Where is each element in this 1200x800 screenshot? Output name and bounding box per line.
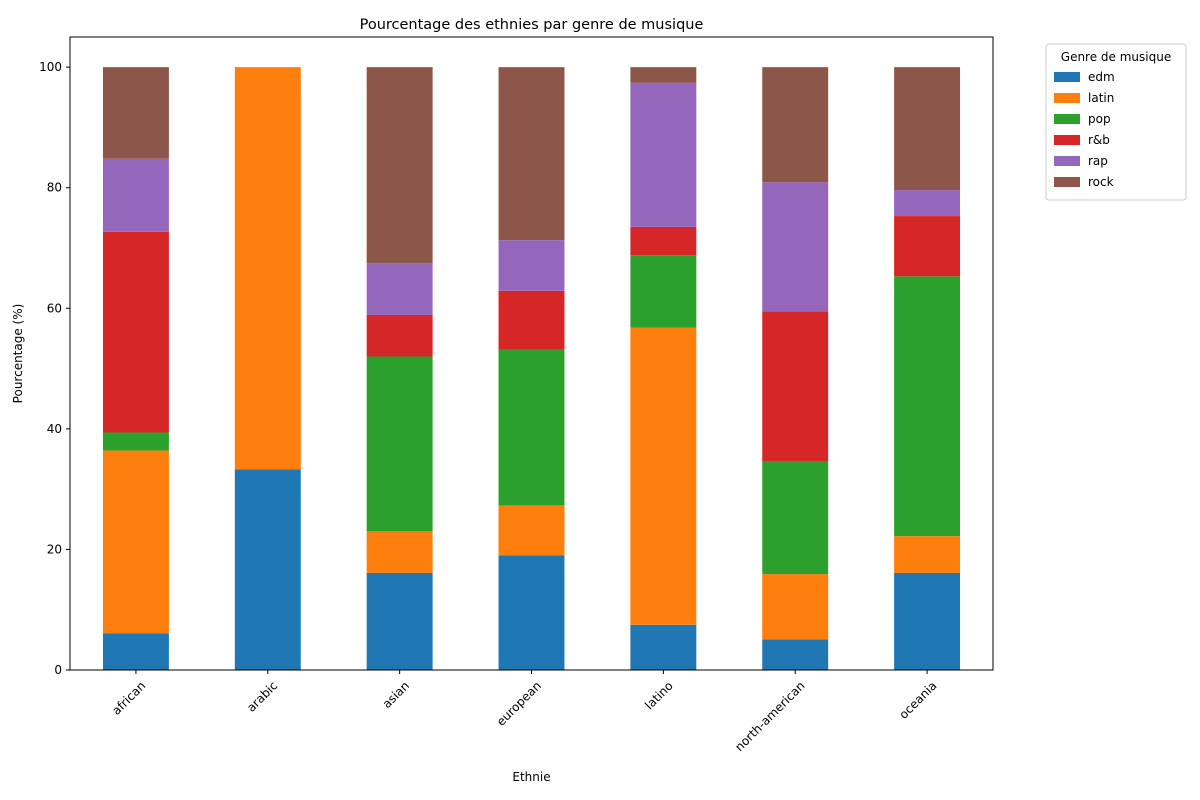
y-tick-label: 100 <box>39 60 62 74</box>
bar-segment-latino-latin <box>630 327 697 625</box>
legend-swatch-rap <box>1054 156 1080 166</box>
x-tick-label-arabic: arabic <box>244 679 280 715</box>
bar-segment-european-edm <box>498 555 565 670</box>
bar-segment-latino-rb <box>630 226 697 256</box>
bar-segment-asian-pop <box>366 356 433 532</box>
bar-segment-north-american-pop <box>762 461 829 575</box>
x-axis-title: Ethnie <box>512 770 550 784</box>
x-tick-label-european: european <box>494 679 544 729</box>
bar-segment-european-rock <box>498 67 565 241</box>
legend-swatch-edm <box>1054 72 1080 82</box>
bar-segment-latino-rock <box>630 67 697 83</box>
bar-segment-european-rap <box>498 240 565 291</box>
legend-swatch-latin <box>1054 93 1080 103</box>
legend-title: Genre de musique <box>1061 50 1171 64</box>
bar-segment-asian-rock <box>366 67 433 264</box>
bar-segment-european-pop <box>498 349 565 506</box>
bar-segment-european-latin <box>498 505 565 556</box>
legend-label-pop: pop <box>1088 112 1111 126</box>
bar-segment-north-american-rb <box>762 311 829 462</box>
legend-swatch-rb <box>1054 135 1080 145</box>
y-tick-label: 20 <box>47 542 62 556</box>
bar-segment-oceania-rock <box>894 67 961 191</box>
legend-box <box>1045 43 1187 201</box>
x-tick-label-african: african <box>109 679 148 718</box>
bar-segment-african-rap <box>102 158 169 232</box>
bar-segment-asian-edm <box>366 572 433 670</box>
bar-segment-latino-pop <box>630 255 697 328</box>
legend-swatch-rock <box>1054 177 1080 187</box>
bar-segment-north-american-rap <box>762 182 829 312</box>
legend-items: edm latin pop r&b rap rock <box>1054 70 1115 189</box>
x-tick-label-latino: latino <box>642 679 676 713</box>
bar-segment-arabic-edm <box>234 469 301 670</box>
bar-segment-north-american-latin <box>762 574 829 640</box>
bar-segment-african-rb <box>102 231 169 433</box>
bar-segment-oceania-pop <box>894 276 961 537</box>
y-tick-label: 80 <box>47 181 62 195</box>
bar-segment-latino-rap <box>630 82 697 227</box>
legend-label-rb: r&b <box>1088 133 1110 147</box>
bars-layer <box>102 67 961 670</box>
legend-swatch-pop <box>1054 114 1080 124</box>
y-tick-label: 60 <box>47 301 62 315</box>
bar-segment-oceania-rb <box>894 216 961 277</box>
bar-segment-african-pop <box>102 432 169 451</box>
y-axis-title: Pourcentage (%) <box>11 304 25 404</box>
legend-label-latin: latin <box>1088 91 1114 105</box>
x-axis: african arabic asian european latino north-am… <box>109 670 940 755</box>
bar-segment-asian-latin <box>366 531 433 573</box>
legend-label-rap: rap <box>1088 154 1108 168</box>
bar-segment-asian-rap <box>366 263 433 315</box>
legend-label-rock: rock <box>1088 175 1114 189</box>
chart-title: Pourcentage des ethnies par genre de mus… <box>360 17 704 33</box>
y-tick-label: 0 <box>54 663 62 677</box>
bar-segment-european-rb <box>498 290 565 350</box>
bar-segment-asian-rb <box>366 314 433 357</box>
bar-segment-oceania-rap <box>894 190 961 217</box>
bar-segment-north-american-rock <box>762 67 829 183</box>
bar-segment-african-rock <box>102 67 169 159</box>
x-tick-label-north-american: north-american <box>732 679 808 755</box>
bar-segment-latino-edm <box>630 624 697 670</box>
bar-segment-north-american-edm <box>762 639 829 670</box>
y-axis: 0 20 40 60 80 100 <box>39 60 70 677</box>
y-tick-label: 40 <box>47 422 62 436</box>
x-tick-label-asian: asian <box>380 679 412 711</box>
bar-segment-arabic-latin <box>234 67 301 470</box>
legend: Genre de musique edm latin pop r&b rap rock <box>1045 43 1187 201</box>
bar-segment-oceania-edm <box>894 572 961 670</box>
bar-segment-african-latin <box>102 450 169 634</box>
legend-label-edm: edm <box>1088 70 1115 84</box>
x-tick-label-oceania: oceania <box>896 679 939 722</box>
bar-segment-african-edm <box>102 633 169 670</box>
bar-segment-oceania-latin <box>894 536 961 573</box>
